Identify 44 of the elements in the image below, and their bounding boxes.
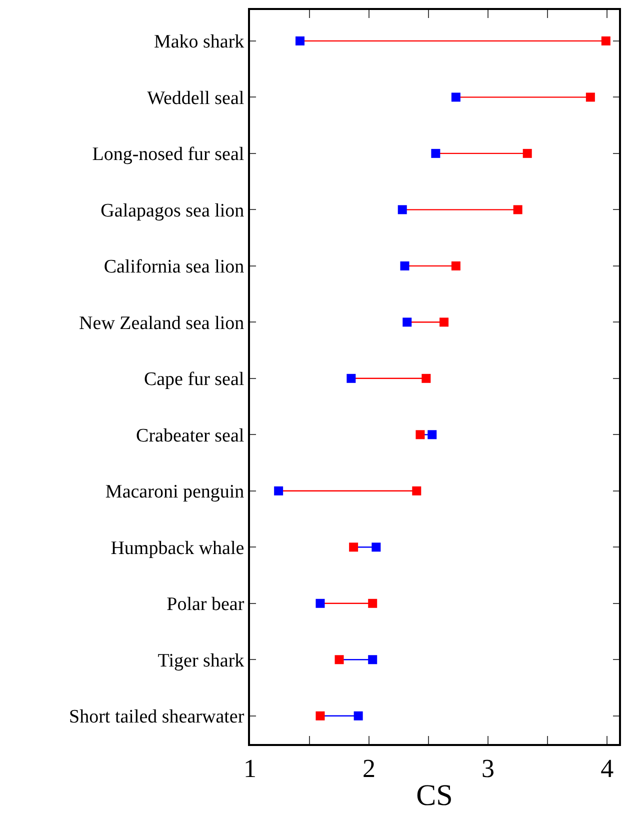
point: [346, 374, 356, 383]
point: [416, 430, 425, 440]
x-tick-label: 4: [600, 754, 614, 784]
point: [402, 318, 412, 327]
y-tick-label: Macaroni penguin: [105, 482, 245, 503]
y-tick-label: Weddell seal: [147, 88, 244, 109]
point: [451, 261, 460, 270]
point: [368, 655, 378, 664]
point: [334, 655, 344, 664]
point: [400, 261, 410, 270]
point: [522, 148, 532, 158]
y-tick-label: Galapagos sea lion: [100, 200, 245, 222]
point: [354, 711, 363, 720]
y-tick-label: Crabeater seal: [136, 425, 244, 446]
point: [412, 486, 422, 496]
y-tick-label: New Zealand sea lion: [79, 312, 245, 334]
y-tick-label: Polar bear: [166, 594, 245, 616]
point: [586, 92, 595, 102]
point: [274, 486, 284, 496]
point: [349, 542, 358, 552]
point: [422, 374, 431, 383]
point: [513, 205, 522, 214]
x-axis-title: CS: [416, 779, 453, 812]
y-tick-label: Humpback whale: [110, 538, 244, 559]
y-tick-label: Long-nosed fur seal: [92, 144, 244, 166]
y-tick-label: Short tailed shearwater: [69, 706, 245, 728]
point: [601, 36, 610, 46]
point: [316, 598, 325, 608]
y-tick-label: Cape fur seal: [144, 369, 244, 390]
point: [451, 92, 460, 102]
point: [398, 205, 407, 214]
y-tick-label: Mako shark: [154, 32, 245, 53]
point: [295, 36, 304, 46]
y-tick-label: Tiger shark: [158, 650, 245, 672]
y-tick-label: California sea lion: [104, 256, 245, 278]
x-tick-label: 2: [362, 754, 376, 784]
x-tick-label: 1: [244, 754, 256, 784]
point: [316, 711, 325, 720]
point: [431, 148, 440, 158]
x-tick-label: 3: [482, 754, 495, 784]
point: [372, 542, 381, 552]
point: [428, 430, 437, 440]
point: [440, 318, 449, 327]
point: [368, 598, 378, 608]
